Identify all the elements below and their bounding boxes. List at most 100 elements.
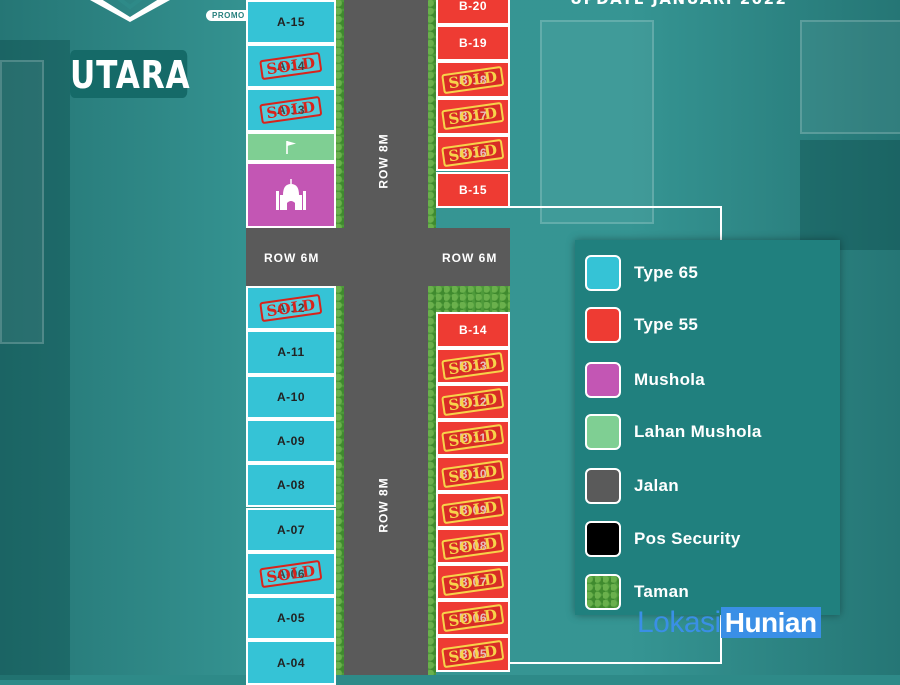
lot-label: A-09 bbox=[276, 434, 305, 449]
building-window bbox=[540, 20, 654, 224]
lot-a-08[interactable]: A-08 bbox=[246, 463, 336, 508]
lot-label: B-08 bbox=[458, 539, 487, 553]
building-window bbox=[0, 60, 44, 344]
lot-label: B-20 bbox=[458, 0, 487, 14]
lot-label: A-06 bbox=[276, 566, 305, 581]
legend-label: Jalan bbox=[634, 476, 679, 495]
lot-b-09[interactable]: B-09 SOLD bbox=[436, 492, 510, 528]
promo-badge: PROMO bbox=[206, 10, 251, 21]
lot-b-12[interactable]: B-12 SOLD bbox=[436, 384, 510, 420]
garden-strip bbox=[428, 286, 436, 675]
main-road bbox=[336, 0, 436, 675]
lot-label: B-14 bbox=[458, 323, 487, 337]
watermark-part2: Hunian bbox=[720, 607, 821, 638]
lot-b-19[interactable]: B-19 bbox=[436, 24, 510, 62]
lot-label: B-19 bbox=[458, 36, 487, 51]
lot-label: B-06 bbox=[458, 611, 487, 625]
legend-label: Mushola bbox=[634, 370, 706, 389]
lot-b-07[interactable]: B-07 SOLD bbox=[436, 564, 510, 600]
road-label-cross-left: ROW 6M bbox=[264, 251, 320, 265]
sold-stamp: SOLD bbox=[441, 603, 505, 633]
lot-a-11[interactable]: A-11 bbox=[246, 330, 336, 375]
connector-line bbox=[510, 662, 722, 664]
lot-label: A-14 bbox=[276, 59, 305, 73]
connector-line bbox=[720, 614, 722, 664]
lot-b-08[interactable]: B-08 SOLD bbox=[436, 528, 510, 564]
legend-swatch bbox=[585, 521, 621, 557]
garden-strip bbox=[336, 286, 344, 675]
lot-a-13[interactable]: A-13 SOLD bbox=[246, 88, 336, 132]
building-pillar bbox=[0, 40, 70, 680]
lot-b-16[interactable]: B-16 SOLD bbox=[436, 134, 510, 172]
lot-b-17[interactable]: B-17 SOLD bbox=[436, 98, 510, 135]
lot-label: A-10 bbox=[276, 389, 305, 404]
lot-label: A-05 bbox=[276, 611, 305, 626]
update-date: UPDATE JANUARI 2022 bbox=[570, 0, 787, 8]
region-title: UTARA bbox=[70, 50, 190, 98]
legend-item-pos-security: Pos Security bbox=[585, 520, 741, 558]
lot-a-09[interactable]: A-09 bbox=[246, 418, 336, 464]
lot-label: A-07 bbox=[276, 522, 305, 537]
garden-strip bbox=[428, 0, 436, 228]
sold-stamp: SOLD bbox=[441, 423, 505, 453]
lot-label: B-16 bbox=[458, 146, 487, 161]
lot-b-13[interactable]: B-13 SOLD bbox=[436, 348, 510, 384]
mushola-lot[interactable] bbox=[246, 162, 336, 228]
lot-label: B-11 bbox=[459, 431, 487, 445]
legend-item-type55: Type 55 bbox=[585, 306, 698, 344]
legend-panel: Type 65 Type 55 Mushola Lahan Mushola Ja… bbox=[575, 240, 840, 615]
sold-stamp: SOLD bbox=[441, 387, 505, 417]
legend-label: Taman bbox=[634, 582, 690, 601]
connector-line bbox=[720, 206, 722, 242]
sold-stamp: SOLD bbox=[441, 65, 505, 94]
sold-stamp: SOLD bbox=[441, 351, 505, 381]
lot-b-10[interactable]: B-10 SOLD bbox=[436, 456, 510, 492]
sold-stamp: SOLD bbox=[441, 102, 505, 131]
lot-label: B-17 bbox=[458, 109, 487, 124]
lot-a-10[interactable]: A-10 bbox=[246, 374, 336, 419]
lot-label: B-12 bbox=[458, 395, 487, 409]
lot-a-12[interactable]: A-12 SOLD bbox=[246, 286, 336, 331]
lot-b-06[interactable]: B-06 SOLD bbox=[436, 600, 510, 636]
lot-b-14[interactable]: B-14 bbox=[436, 312, 510, 348]
lot-b-05[interactable]: B-05 SOLD bbox=[436, 636, 510, 672]
lot-b-20[interactable]: B-20 bbox=[436, 0, 510, 25]
legend-item-type65: Type 65 bbox=[585, 254, 698, 292]
building-window bbox=[800, 20, 900, 134]
lot-a-07[interactable]: A-07 bbox=[246, 507, 336, 552]
legend-swatch bbox=[585, 362, 621, 398]
lot-a-04[interactable]: A-04 bbox=[246, 640, 336, 685]
lot-a-14[interactable]: A-14 SOLD bbox=[246, 44, 336, 88]
lot-label: A-11 bbox=[277, 345, 305, 360]
road-label-cross-right: ROW 6M bbox=[442, 251, 498, 265]
legend-item-mushola: Mushola bbox=[585, 361, 705, 399]
lot-a-15[interactable]: A-15 bbox=[246, 0, 336, 44]
sold-stamp: SOLD bbox=[441, 459, 505, 489]
lot-label: B-07 bbox=[458, 575, 487, 589]
lot-a-05[interactable]: A-05 bbox=[246, 596, 336, 641]
lot-b-15[interactable]: B-15 bbox=[436, 171, 510, 209]
sold-stamp: SOLD bbox=[259, 95, 323, 125]
sold-stamp: SOLD bbox=[441, 495, 505, 525]
lot-b-11[interactable]: B-11 SOLD bbox=[436, 420, 510, 456]
developer-logo bbox=[90, 0, 170, 22]
lot-b-18[interactable]: B-18 SOLD bbox=[436, 61, 510, 99]
legend-swatch bbox=[585, 414, 621, 450]
garden-strip bbox=[336, 0, 344, 228]
connector-line bbox=[510, 206, 722, 208]
sold-stamp: SOLD bbox=[441, 138, 505, 168]
road-label-main-top: ROW 8M bbox=[376, 133, 391, 189]
lot-label: B-10 bbox=[458, 467, 487, 481]
legend-swatch bbox=[585, 574, 621, 610]
garden-block bbox=[436, 286, 510, 312]
legend-swatch bbox=[585, 255, 621, 291]
lot-label: B-15 bbox=[458, 182, 487, 197]
lot-a-06[interactable]: A-06 SOLD bbox=[246, 551, 336, 597]
lot-label: B-13 bbox=[458, 359, 487, 373]
lot-label: A-15 bbox=[276, 15, 305, 29]
watermark: Lokasi Hunian bbox=[637, 606, 821, 640]
lahan-mushola-lot[interactable] bbox=[246, 132, 336, 162]
legend-item-lahan-mushola: Lahan Mushola bbox=[585, 413, 762, 451]
legend-label: Type 55 bbox=[634, 315, 699, 334]
legend-item-jalan: Jalan bbox=[585, 467, 679, 505]
